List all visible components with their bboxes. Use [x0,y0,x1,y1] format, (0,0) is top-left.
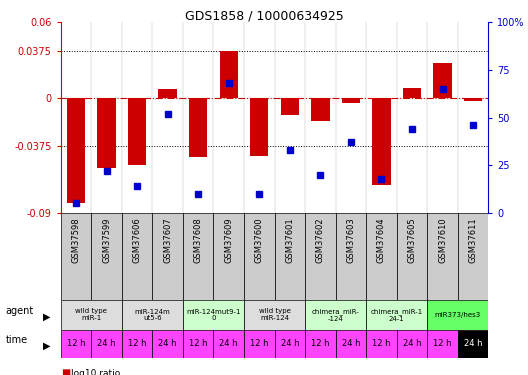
Bar [427,330,458,358]
Bar [464,98,482,101]
Bar [183,330,213,358]
Text: GSM37606: GSM37606 [133,217,142,263]
Text: ■: ■ [61,368,70,375]
Bar [183,213,213,300]
Bar [220,51,238,98]
Bar [122,300,183,330]
Bar [61,300,122,330]
Text: 12 h: 12 h [372,339,391,348]
Bar [183,300,244,330]
Bar [366,213,397,300]
Bar [153,330,183,358]
Bar [433,63,452,98]
Bar [213,330,244,358]
Text: GSM37601: GSM37601 [285,217,294,263]
Bar [91,213,122,300]
Bar [342,98,360,104]
Bar [372,98,391,185]
Text: agent: agent [5,306,34,315]
Text: 12 h: 12 h [189,339,208,348]
Bar [366,330,397,358]
Bar [305,330,336,358]
Text: 12 h: 12 h [250,339,269,348]
Bar [403,88,421,98]
Text: 24 h: 24 h [403,339,421,348]
Text: log10 ratio: log10 ratio [71,369,120,375]
Bar [366,300,427,330]
Text: 24 h: 24 h [97,339,116,348]
Bar [244,300,305,330]
Bar [158,90,177,98]
Bar [305,300,366,330]
Text: GSM37610: GSM37610 [438,217,447,263]
Bar [458,213,488,300]
Text: 24 h: 24 h [220,339,238,348]
Text: chimera_miR-
-124: chimera_miR- -124 [312,308,360,322]
Text: 24 h: 24 h [464,339,483,348]
Bar [427,213,458,300]
Bar [311,98,329,122]
Bar [275,213,305,300]
Text: ▶: ▶ [43,340,51,350]
Text: GSM37604: GSM37604 [377,217,386,263]
Bar [122,213,153,300]
Bar [189,98,208,157]
Text: GSM37605: GSM37605 [408,217,417,263]
Text: time: time [5,335,27,345]
Text: wild type
miR-124: wild type miR-124 [259,309,290,321]
Bar [305,213,336,300]
Text: GSM37607: GSM37607 [163,217,172,263]
Text: 24 h: 24 h [158,339,177,348]
Bar [213,213,244,300]
Text: 12 h: 12 h [311,339,329,348]
Bar [244,330,275,358]
Bar [61,330,91,358]
Text: 24 h: 24 h [280,339,299,348]
Text: GSM37609: GSM37609 [224,217,233,263]
Text: chimera_miR-1
24-1: chimera_miR-1 24-1 [371,308,423,322]
Bar [397,213,427,300]
Text: GSM37599: GSM37599 [102,217,111,263]
Bar [97,98,116,168]
Text: 12 h: 12 h [433,339,452,348]
Text: GSM37602: GSM37602 [316,217,325,263]
Text: ▶: ▶ [43,312,51,321]
Text: miR-124mut9-1
0: miR-124mut9-1 0 [186,309,241,321]
Bar [281,98,299,115]
Bar [397,330,427,358]
Text: GSM37598: GSM37598 [71,217,80,263]
Text: miR373/hes3: miR373/hes3 [435,312,481,318]
Bar [122,330,153,358]
Text: 12 h: 12 h [67,339,85,348]
Bar [128,98,146,165]
Text: wild type
miR-1: wild type miR-1 [76,309,107,321]
Bar [61,213,91,300]
Bar [91,330,122,358]
Bar [336,213,366,300]
Bar [458,330,488,358]
Bar [153,213,183,300]
Text: GSM37603: GSM37603 [346,217,355,263]
Bar [244,213,275,300]
Text: GSM37611: GSM37611 [469,217,478,263]
Bar [250,98,268,156]
Bar [275,330,305,358]
Text: 24 h: 24 h [342,339,360,348]
Text: GSM37608: GSM37608 [194,217,203,263]
Bar [336,330,366,358]
Text: GDS1858 / 10000634925: GDS1858 / 10000634925 [185,9,343,22]
Text: GSM37600: GSM37600 [255,217,264,263]
Text: miR-124m
ut5-6: miR-124m ut5-6 [135,309,170,321]
Text: 12 h: 12 h [128,339,146,348]
Bar [427,300,488,330]
Bar [67,98,85,203]
